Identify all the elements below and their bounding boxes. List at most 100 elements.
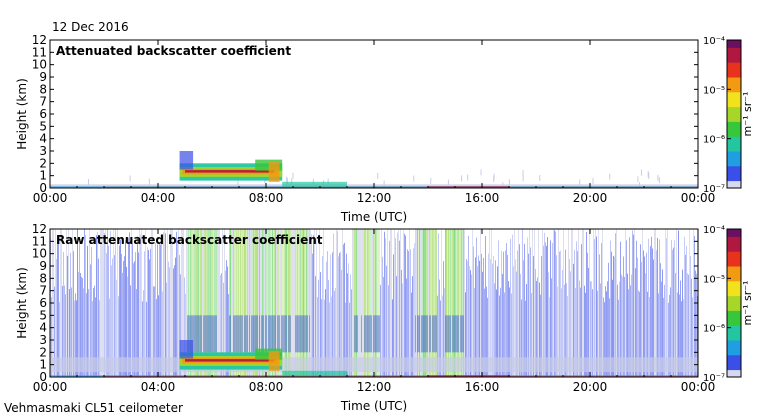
x-tick-label: 04:00 xyxy=(141,380,176,394)
colorbar-step xyxy=(727,273,741,277)
colorbar-step xyxy=(727,305,741,309)
y-tick-label: 3 xyxy=(39,333,47,347)
colorbar-step xyxy=(727,364,741,368)
y-tick-label: 9 xyxy=(39,259,47,273)
colorbar-step xyxy=(727,263,741,267)
colorbar-step xyxy=(727,367,741,371)
colorbar-step xyxy=(727,270,741,274)
colorbar-step xyxy=(727,59,741,63)
colorbar-step xyxy=(727,123,741,127)
colorbar-step xyxy=(727,256,741,260)
colorbar-step xyxy=(727,118,741,122)
x-tick-label: 12:00 xyxy=(357,380,392,394)
panel-title: Attenuated backscatter coefficient xyxy=(56,44,291,58)
colorbar-step xyxy=(727,111,741,115)
colorbar-step xyxy=(727,136,741,140)
colorbar-step xyxy=(727,243,741,247)
plot-frame xyxy=(49,39,699,189)
colorbar-tick-label: 10⁻⁶ xyxy=(703,135,725,146)
y-tick-label: 5 xyxy=(39,308,47,322)
colorbar-step xyxy=(727,285,741,289)
colorbar-label: m⁻¹ sr⁻¹ xyxy=(741,281,754,326)
colorbar-step xyxy=(727,325,741,329)
colorbar-step xyxy=(727,307,741,311)
x-tick-label: 16:00 xyxy=(465,191,500,205)
colorbar-step xyxy=(727,72,741,76)
colorbar-step xyxy=(727,185,741,189)
x-axis-label: Time (UTC) xyxy=(340,210,407,224)
colorbar-step xyxy=(727,340,741,343)
colorbar-step xyxy=(727,347,741,351)
heatmap-field xyxy=(50,229,698,377)
colorbar-step xyxy=(727,47,741,51)
colorbar-step xyxy=(727,141,741,145)
colorbar-step xyxy=(727,349,741,353)
instrument-label: Vehmasmaki CL51 ceilometer xyxy=(4,401,183,415)
colorbar-step xyxy=(727,246,741,250)
colorbar-step xyxy=(727,91,741,95)
y-tick-label: 10 xyxy=(32,247,47,261)
colorbar-step xyxy=(727,236,741,240)
date-label: 12 Dec 2016 xyxy=(52,20,129,34)
colorbar-step xyxy=(727,165,741,169)
colorbar-step xyxy=(727,183,741,187)
colorbar-step xyxy=(727,89,741,93)
x-tick-label: 00:00 xyxy=(681,191,716,205)
y-axis-label: Height (km) xyxy=(15,267,29,338)
colorbar-step xyxy=(727,126,741,130)
colorbar-step xyxy=(727,109,741,113)
x-tick-label: 20:00 xyxy=(573,380,608,394)
colorbar-step xyxy=(727,327,741,331)
colorbar-step xyxy=(727,99,741,103)
y-tick-label: 9 xyxy=(39,70,47,84)
colorbar-step xyxy=(727,229,741,232)
colorbar-step xyxy=(727,344,741,348)
colorbar-frame xyxy=(726,228,742,378)
colorbar-step xyxy=(727,163,741,167)
colorbar-step xyxy=(727,288,741,292)
y-tick-label: 6 xyxy=(39,107,47,121)
colorbar-step xyxy=(727,312,741,316)
colorbar-step xyxy=(727,258,741,262)
x-axis-label: Time (UTC) xyxy=(340,399,407,413)
colorbar-step xyxy=(727,317,741,321)
colorbar-step xyxy=(727,322,741,326)
colorbar-step xyxy=(727,241,741,245)
colorbar-step xyxy=(727,315,741,319)
y-tick-label: 12 xyxy=(32,33,47,47)
colorbar-step xyxy=(727,52,741,56)
colorbar-step xyxy=(727,300,741,304)
colorbar-step xyxy=(727,233,741,237)
colorbar-step xyxy=(727,143,741,147)
colorbar-step xyxy=(727,79,741,83)
colorbar-step xyxy=(727,290,741,294)
colorbar-step xyxy=(727,173,741,177)
x-tick-label: 12:00 xyxy=(357,191,392,205)
cloud-band xyxy=(185,359,275,362)
colorbar-step xyxy=(727,114,741,117)
colorbar-step xyxy=(727,180,741,184)
colorbar-step xyxy=(727,104,741,108)
colorbar-step xyxy=(727,278,741,282)
colorbar-step xyxy=(727,238,741,242)
y-tick-label: 1 xyxy=(39,358,47,372)
colorbar-step xyxy=(727,261,741,265)
colorbar-step xyxy=(727,170,741,174)
colorbar-step xyxy=(727,268,741,272)
colorbar-step xyxy=(727,320,741,324)
colorbar-step xyxy=(727,86,741,90)
colorbar: 10⁻⁷ 10⁻⁶ 10⁻⁵ 10⁻⁴ m⁻¹ sr⁻¹ xyxy=(703,36,754,195)
colorbar-step xyxy=(727,275,741,279)
colorbar-step xyxy=(727,357,741,361)
colorbar-label: m⁻¹ sr⁻¹ xyxy=(741,92,754,137)
y-tick-label: 4 xyxy=(39,321,47,335)
colorbar-tick-label: 10⁻⁴ xyxy=(703,225,725,236)
y-tick-label: 2 xyxy=(39,156,47,170)
colorbar-step xyxy=(727,374,741,378)
colorbar-step xyxy=(727,128,741,132)
colorbar-step xyxy=(727,283,741,287)
colorbar-step xyxy=(727,121,741,125)
colorbar-step xyxy=(727,248,741,252)
